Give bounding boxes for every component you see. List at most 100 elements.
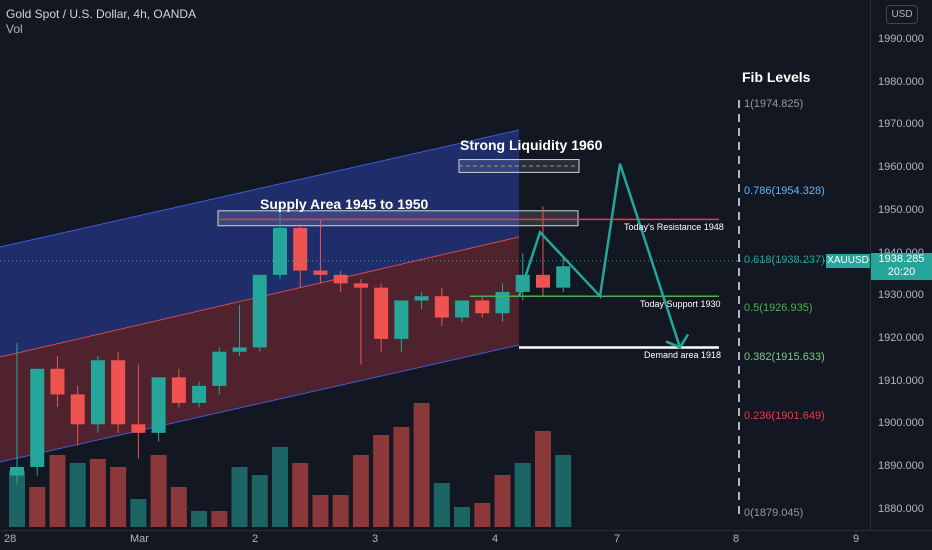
volume-bar <box>170 487 187 527</box>
volume-bar <box>352 455 369 527</box>
candle-countdown: 20:20 <box>887 266 916 278</box>
volume-bar <box>433 483 450 527</box>
candle-body <box>475 300 490 314</box>
volume-bar <box>130 499 147 527</box>
candle-body <box>212 351 227 386</box>
price-axis-label: 1910.000 <box>878 374 924 387</box>
volume-bar <box>454 507 471 527</box>
volume-bar <box>69 463 86 527</box>
volume-bar <box>413 403 430 527</box>
time-axis-separator <box>0 530 932 531</box>
resistance-label[interactable]: Today's Resistance 1948 <box>624 222 724 232</box>
fib-levels-title[interactable]: Fib Levels <box>742 69 811 85</box>
time-axis-label: 7 <box>614 533 621 545</box>
volume-bar <box>150 455 167 527</box>
time-axis-label: 3 <box>372 533 379 545</box>
strong-liquidity-label[interactable]: Strong Liquidity 1960 <box>460 137 603 153</box>
price-axis-label: 1950.000 <box>878 203 924 216</box>
candle-body <box>10 467 24 476</box>
volume-bar <box>494 475 511 527</box>
volume-indicator-label[interactable]: Vol <box>6 22 23 36</box>
candle-body <box>192 385 207 403</box>
projection-path <box>517 163 682 348</box>
volume-bar <box>191 511 208 527</box>
candle-body <box>293 227 308 271</box>
candle-body <box>556 266 571 288</box>
volume-bar <box>49 455 66 527</box>
volume-bar <box>110 467 127 527</box>
candle-body <box>333 274 348 284</box>
price-axis-separator <box>870 0 871 530</box>
candle-body <box>495 291 510 314</box>
volume-bar <box>474 503 491 527</box>
candle-body <box>30 368 45 467</box>
candle-body <box>313 270 328 275</box>
fib-level-label: 0(1879.045) <box>744 506 804 519</box>
time-axis-label: 8 <box>733 533 740 545</box>
volume-bar <box>373 435 390 527</box>
candle-body <box>171 377 186 403</box>
fib-level-label: 0.5(1926.935) <box>744 302 813 315</box>
current-price-value: 1938.285 <box>878 253 925 265</box>
time-axis-label: 28 <box>4 533 17 545</box>
candle-body <box>70 394 85 425</box>
level-lines <box>0 100 870 520</box>
candle-body <box>434 296 449 318</box>
volume-bar <box>29 487 46 527</box>
price-axis-label: 1990.000 <box>878 33 924 45</box>
volume-bar <box>555 455 572 527</box>
fib-level-label: 0.382(1915.633) <box>744 350 825 363</box>
current-price-tag: 1938.285 20:20 <box>871 253 932 280</box>
demand-label[interactable]: Demand area 1918 <box>644 350 722 360</box>
symbol-title[interactable]: Gold Spot / U.S. Dollar, 4h, OANDA <box>6 7 197 21</box>
volume-bar <box>211 511 228 527</box>
time-axis-label: 4 <box>492 533 499 545</box>
candlesticks <box>10 206 571 485</box>
volume-bar <box>312 495 329 527</box>
time-axis-label: 9 <box>853 533 860 545</box>
volume-bar <box>251 475 268 527</box>
candle-body <box>151 377 166 433</box>
price-axis-label: 1970.000 <box>878 118 924 131</box>
symbol-price-tag: XAUUSD <box>826 254 870 268</box>
price-axis-label: 1880.000 <box>878 502 924 515</box>
candle-body <box>90 360 105 425</box>
currency-button[interactable]: USD <box>886 5 918 24</box>
fib-level-label: 1(1974.825) <box>744 97 804 110</box>
candle-body <box>252 274 267 348</box>
volume-bar <box>271 447 288 527</box>
volume-bar <box>89 459 106 527</box>
time-axis-label: 2 <box>252 533 259 545</box>
volume-bar <box>292 463 309 527</box>
supply-area-label[interactable]: Supply Area 1945 to 1950 <box>260 196 429 212</box>
price-axis-label: 1890.000 <box>878 460 924 472</box>
volume-bars <box>9 403 572 527</box>
candle-body <box>455 300 470 318</box>
candle-body <box>353 283 368 288</box>
price-axis-label: 1960.000 <box>878 161 924 174</box>
candle-body <box>272 227 287 275</box>
time-axis-label: Mar <box>130 533 149 545</box>
candle-body <box>111 360 126 425</box>
price-axis-label: 1930.000 <box>878 289 924 302</box>
volume-bar <box>393 427 410 527</box>
volume-bar <box>231 467 248 527</box>
candle-body <box>50 368 65 395</box>
candle-body <box>232 347 247 352</box>
channel-upper-band <box>0 130 519 357</box>
supply-zone <box>217 210 579 227</box>
projection-arrowhead <box>665 333 690 350</box>
price-axis-label: 1980.000 <box>878 75 924 88</box>
support-label[interactable]: Today Support 1930 <box>640 299 721 309</box>
channel-top-line <box>0 129 520 248</box>
annotation-zones <box>217 159 580 227</box>
volume-bar <box>514 463 531 527</box>
candle-body <box>374 287 389 339</box>
candle-body <box>414 296 429 301</box>
volume-bar <box>534 431 551 527</box>
price-axis-label: 1900.000 <box>878 417 924 430</box>
price-axis-label: 1920.000 <box>878 331 924 344</box>
fib-level-label: 0.618(1938.237) <box>744 254 825 267</box>
volume-bar <box>9 471 25 527</box>
